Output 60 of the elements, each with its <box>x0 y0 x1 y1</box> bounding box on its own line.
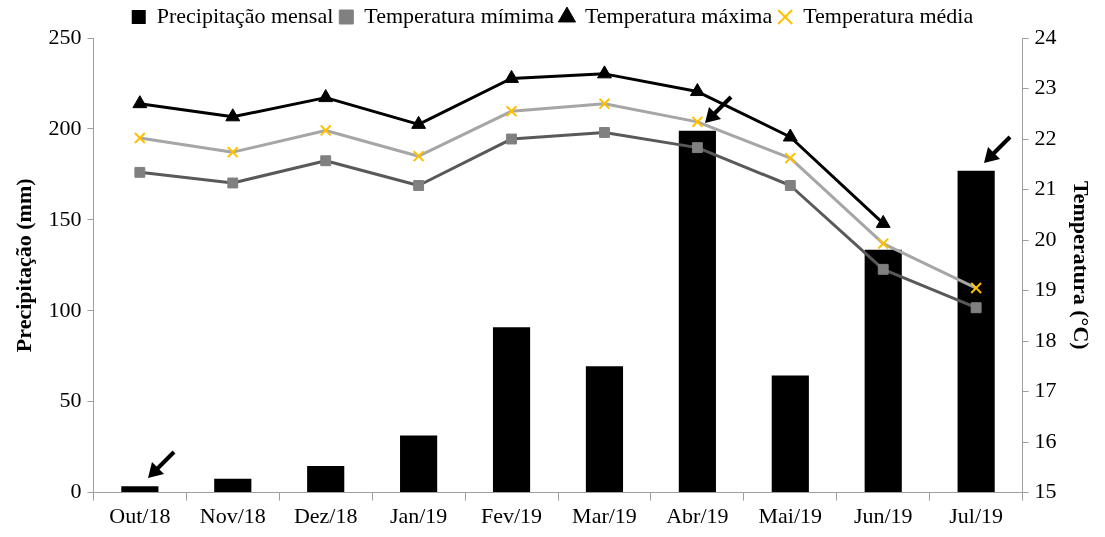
x-tick-label: Out/18 <box>109 502 171 528</box>
point <box>134 166 146 178</box>
y-tick-label: 200 <box>48 114 82 140</box>
bar <box>771 375 809 493</box>
x-tick-label: Jun/19 <box>853 502 913 528</box>
legend-label: Temperatura média <box>803 2 974 28</box>
point <box>411 115 427 129</box>
x-tick-label: Nov/18 <box>199 502 266 528</box>
point <box>784 180 796 191</box>
x-tick-label: Dez/18 <box>293 502 358 528</box>
y-tick-label: 0 <box>70 478 82 504</box>
y-tick-label: 150 <box>48 205 82 231</box>
bar <box>400 435 438 493</box>
y2-tick-label: 15 <box>1034 478 1057 504</box>
point <box>504 69 519 83</box>
bar <box>585 366 624 493</box>
bar <box>214 478 252 493</box>
y2-tick-label: 23 <box>1034 74 1057 100</box>
bar <box>121 486 159 493</box>
x-tick-label: Mai/19 <box>758 502 823 528</box>
y-axis-title: Precipitação (mm) <box>10 178 36 353</box>
x-tick-label: Jul/19 <box>949 502 1004 528</box>
y-tick-label: 250 <box>48 23 82 49</box>
y2-tick-label: 24 <box>1034 23 1057 49</box>
point <box>782 128 798 142</box>
point <box>689 83 705 97</box>
legend-label: Precipitação mensal <box>156 2 334 28</box>
x-tick-label: Jan/19 <box>389 502 448 528</box>
y2-tick-label: 17 <box>1034 377 1057 403</box>
x-tick-label: Abr/19 <box>666 502 729 528</box>
x-tick-label: Mar/19 <box>572 502 637 528</box>
bar <box>678 130 716 493</box>
y2-axis-title: Temperatura (°C) <box>1069 180 1095 350</box>
point <box>599 127 610 138</box>
point <box>225 108 241 122</box>
bar <box>957 170 995 493</box>
x-tick-label: Fev/19 <box>480 502 543 528</box>
point <box>970 302 982 314</box>
y2-tick-label: 16 <box>1034 427 1057 453</box>
bar <box>492 327 531 493</box>
bar <box>864 249 902 493</box>
point <box>132 95 148 109</box>
legend-label: Temperatura máxima <box>584 2 773 28</box>
point <box>691 142 703 154</box>
point <box>506 133 517 145</box>
point <box>597 65 612 79</box>
point <box>413 180 425 191</box>
y2-tick-label: 19 <box>1034 276 1057 302</box>
point <box>320 155 332 167</box>
y-tick-label: 100 <box>48 296 82 322</box>
point <box>318 89 334 103</box>
bar <box>307 466 345 493</box>
y2-tick-label: 21 <box>1034 175 1057 201</box>
point <box>227 177 239 189</box>
y2-tick-label: 22 <box>1034 124 1057 150</box>
y-tick-label: 50 <box>59 387 82 413</box>
legend-label: Temperatura mímima <box>364 2 555 28</box>
point <box>877 263 889 275</box>
y2-tick-label: 18 <box>1034 326 1057 352</box>
y2-tick-label: 20 <box>1034 225 1057 251</box>
